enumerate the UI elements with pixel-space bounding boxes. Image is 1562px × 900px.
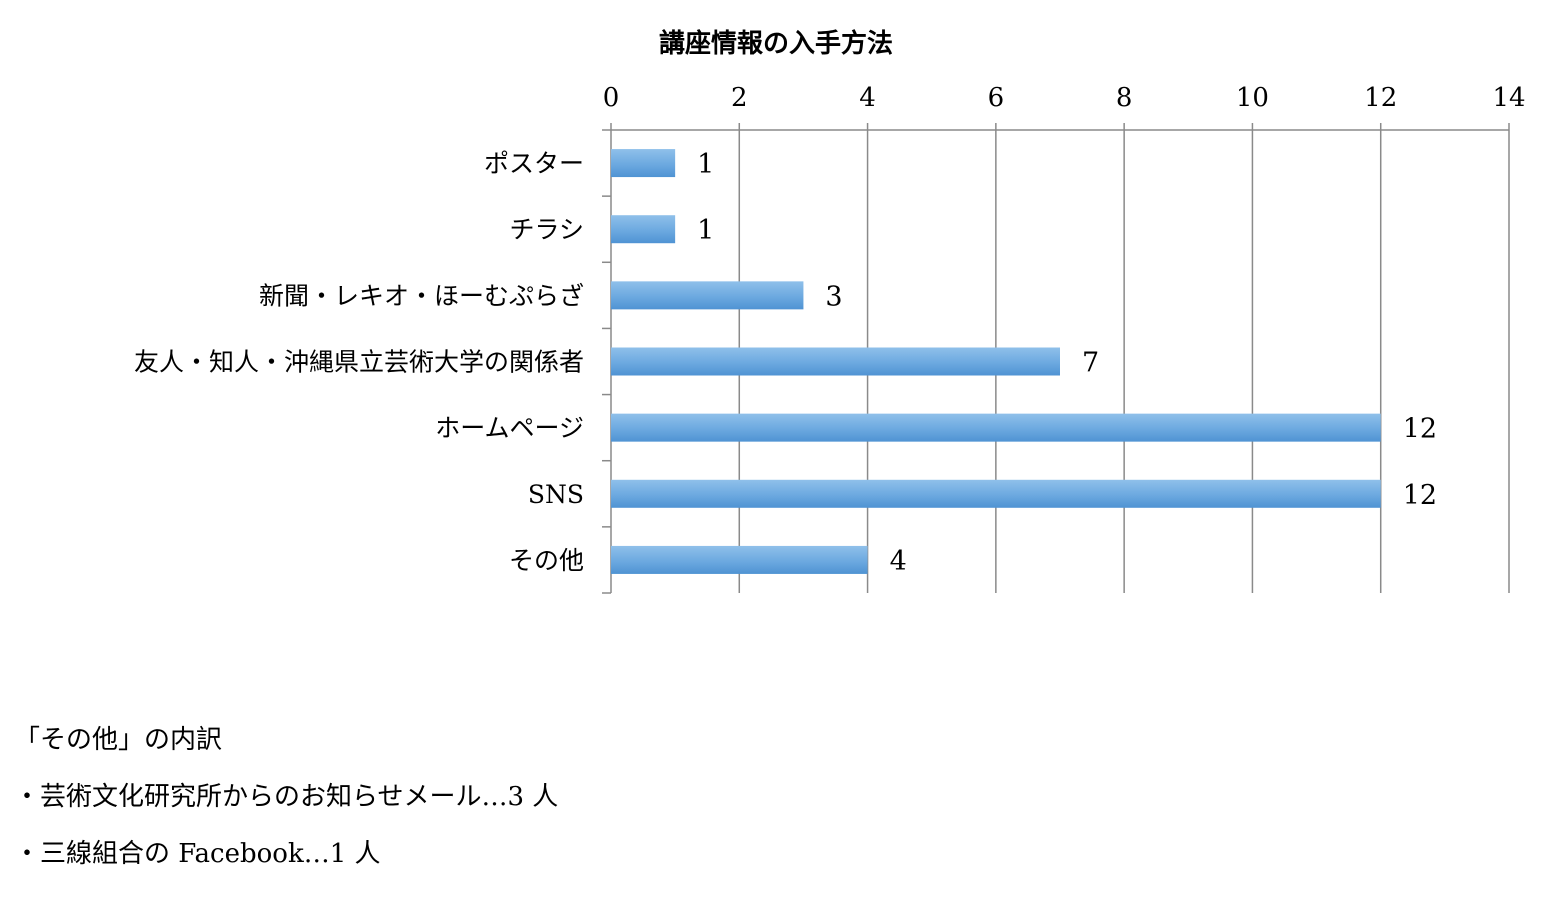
category-label: チラシ [509, 215, 584, 244]
data-label: 1 [697, 215, 714, 246]
category-label: その他 [509, 546, 584, 575]
x-tick-label: 6 [988, 83, 1005, 113]
data-label: 12 [1403, 480, 1437, 511]
category-label: 友人・知人・沖縄県立芸術大学の関係者 [134, 348, 584, 377]
data-label: 1 [697, 149, 714, 180]
notes-heading: 「その他」の内訳 [14, 725, 223, 755]
bar [611, 545, 868, 574]
bar [611, 281, 804, 310]
data-label: 7 [1082, 348, 1099, 379]
x-tick-label: 8 [1116, 83, 1133, 113]
data-labels: 1 1 3 7 12 12 4 [697, 149, 1437, 577]
notes-item: ・三線組合の Facebook…1 人 [14, 839, 381, 869]
bar-chart: 講座情報の入手方法 0 2 4 6 8 10 12 14 ポスターチラシ新聞・レキオ・ほーむぷ… [134, 28, 1526, 594]
x-axis-ticks: 0 2 4 6 8 10 12 14 [603, 83, 1526, 113]
x-tick-label: 4 [859, 83, 876, 113]
x-tick-label: 2 [731, 83, 748, 113]
category-label: ポスター [484, 149, 584, 178]
x-tick-label: 12 [1364, 83, 1397, 113]
x-tick-label: 10 [1236, 83, 1269, 113]
notes-item: ・芸術文化研究所からのお知らせメール…3 人 [14, 782, 559, 812]
category-label: ホームページ [435, 414, 584, 443]
category-label: 新聞・レキオ・ほーむぷらざ [259, 281, 584, 310]
chart-title: 講座情報の入手方法 [659, 28, 893, 59]
bar [611, 347, 1060, 376]
x-tick-label: 14 [1492, 83, 1525, 113]
category-labels: ポスターチラシ新聞・レキオ・ほーむぷらざ友人・知人・沖縄県立芸術大学の関係者ホー… [134, 149, 584, 575]
bars [611, 149, 1381, 574]
notes: 「その他」の内訳 ・芸術文化研究所からのお知らせメール…3 人 ・三線組合の F… [14, 712, 558, 883]
x-tick-label: 0 [603, 83, 620, 113]
data-label: 12 [1403, 414, 1437, 445]
category-label: SNS [528, 480, 584, 509]
bar [611, 149, 676, 178]
bar [611, 413, 1381, 442]
bar [611, 479, 1381, 508]
data-label: 3 [825, 281, 842, 312]
data-label: 4 [890, 546, 907, 577]
bar [611, 215, 676, 244]
